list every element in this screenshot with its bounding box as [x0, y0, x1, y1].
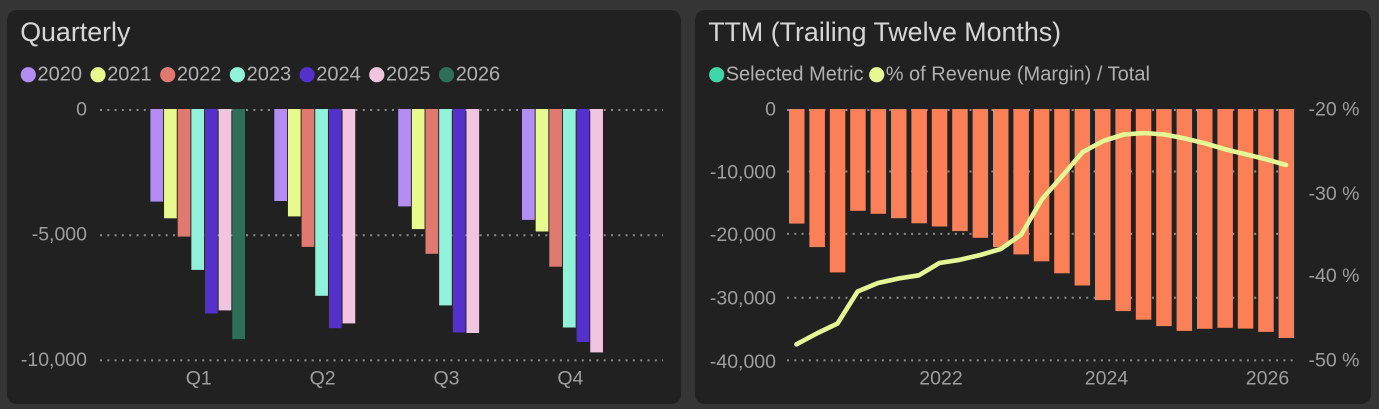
svg-text:Selected Metric: Selected Metric: [726, 64, 864, 86]
svg-text:-10,000: -10,000: [710, 161, 776, 183]
svg-text:-30,000: -30,000: [710, 288, 776, 310]
svg-text:% of Revenue (Margin) / Total: % of Revenue (Margin) / Total: [886, 64, 1150, 86]
svg-text:2022: 2022: [919, 368, 962, 390]
svg-text:2026: 2026: [456, 64, 501, 86]
svg-text:Q1: Q1: [186, 368, 212, 390]
svg-text:-20,000: -20,000: [710, 224, 776, 246]
svg-text:-5,000: -5,000: [32, 224, 87, 246]
svg-text:2020: 2020: [38, 64, 83, 86]
svg-text:-50 %: -50 %: [1309, 350, 1360, 372]
svg-text:Quarterly: Quarterly: [20, 17, 131, 47]
svg-text:-10,000: -10,000: [21, 349, 87, 371]
svg-text:Q2: Q2: [310, 368, 336, 390]
svg-text:TTM (Trailing Twelve Months): TTM (Trailing Twelve Months): [708, 17, 1061, 47]
svg-text:2025: 2025: [386, 64, 431, 86]
svg-text:Q4: Q4: [557, 368, 583, 390]
svg-text:-30 %: -30 %: [1309, 183, 1360, 205]
svg-text:2021: 2021: [107, 64, 152, 86]
svg-text:2024: 2024: [316, 64, 361, 86]
svg-text:2023: 2023: [247, 64, 292, 86]
svg-text:-40 %: -40 %: [1309, 265, 1360, 287]
svg-text:-20 %: -20 %: [1309, 98, 1360, 120]
svg-text:2024: 2024: [1085, 368, 1129, 390]
svg-text:2026: 2026: [1246, 368, 1289, 390]
svg-text:0: 0: [765, 99, 776, 121]
svg-text:0: 0: [76, 98, 87, 120]
svg-text:2022: 2022: [177, 64, 222, 86]
svg-text:-40,000: -40,000: [710, 351, 776, 373]
svg-text:Q3: Q3: [433, 368, 459, 390]
